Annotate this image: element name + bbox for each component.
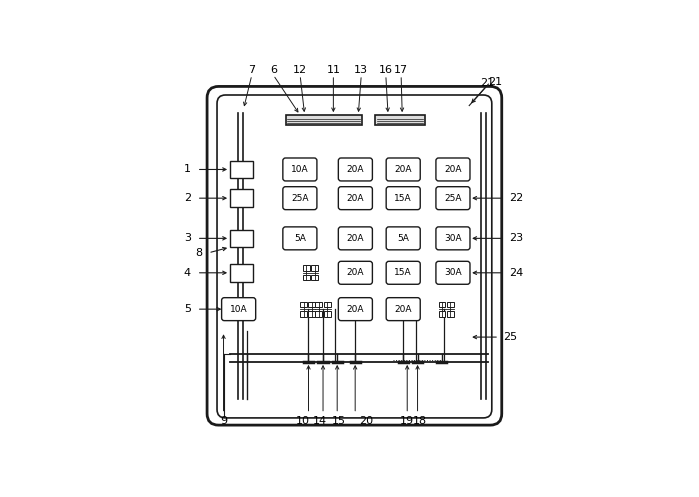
Text: 11: 11 <box>326 65 340 76</box>
Text: 20A: 20A <box>394 305 412 314</box>
Bar <box>324 311 331 317</box>
Bar <box>447 311 454 317</box>
FancyBboxPatch shape <box>386 227 420 250</box>
FancyBboxPatch shape <box>436 187 470 210</box>
FancyBboxPatch shape <box>338 298 373 321</box>
Bar <box>438 311 445 317</box>
Text: 5A: 5A <box>397 234 409 243</box>
Bar <box>230 189 253 207</box>
Text: 15A: 15A <box>394 268 412 277</box>
Bar <box>311 275 318 280</box>
Bar <box>300 311 307 317</box>
FancyBboxPatch shape <box>386 187 420 210</box>
Text: 21: 21 <box>480 78 495 87</box>
FancyBboxPatch shape <box>386 158 420 181</box>
Bar <box>303 265 310 271</box>
Text: 4: 4 <box>184 268 191 278</box>
FancyBboxPatch shape <box>222 298 256 321</box>
FancyBboxPatch shape <box>436 158 470 181</box>
Text: 21: 21 <box>489 77 503 87</box>
FancyBboxPatch shape <box>338 158 373 181</box>
Text: 8: 8 <box>195 248 203 258</box>
Text: 10: 10 <box>296 416 310 426</box>
Text: 12: 12 <box>293 65 307 76</box>
Text: 30A: 30A <box>444 268 462 277</box>
Text: 20: 20 <box>359 416 373 426</box>
Text: 5A: 5A <box>294 234 306 243</box>
Bar <box>230 230 253 247</box>
Text: 3: 3 <box>184 234 191 244</box>
Text: 25A: 25A <box>444 194 462 203</box>
Text: 10A: 10A <box>230 305 247 314</box>
Bar <box>308 302 315 307</box>
FancyBboxPatch shape <box>283 227 317 250</box>
Text: 25A: 25A <box>291 194 309 203</box>
Text: 16: 16 <box>379 65 393 76</box>
Text: 5: 5 <box>184 304 191 314</box>
Bar <box>315 302 322 307</box>
Text: 9: 9 <box>220 416 227 426</box>
FancyBboxPatch shape <box>338 187 373 210</box>
Text: 22: 22 <box>509 193 523 203</box>
Bar <box>285 115 362 125</box>
Text: 15A: 15A <box>394 194 412 203</box>
FancyBboxPatch shape <box>338 261 373 284</box>
Bar <box>315 311 322 317</box>
FancyBboxPatch shape <box>386 261 420 284</box>
Bar <box>311 265 318 271</box>
Text: 13: 13 <box>354 65 368 76</box>
Bar <box>324 302 331 307</box>
Bar <box>230 264 253 282</box>
Text: 30A: 30A <box>444 234 462 243</box>
Text: 7: 7 <box>248 65 255 76</box>
Bar <box>308 311 315 317</box>
Text: 6: 6 <box>270 65 277 76</box>
Text: 20A: 20A <box>347 165 364 174</box>
Text: 19: 19 <box>400 416 415 426</box>
Text: 18: 18 <box>413 416 427 426</box>
Text: 25: 25 <box>503 332 517 342</box>
Text: 20A: 20A <box>347 305 364 314</box>
Bar <box>303 275 310 280</box>
Text: 20A: 20A <box>347 268 364 277</box>
Text: 1: 1 <box>184 165 191 174</box>
Text: 23: 23 <box>509 234 523 244</box>
FancyBboxPatch shape <box>283 158 317 181</box>
Text: 15: 15 <box>331 416 345 426</box>
FancyBboxPatch shape <box>386 298 420 321</box>
Text: 20A: 20A <box>347 194 364 203</box>
Bar <box>300 302 307 307</box>
Bar <box>447 302 454 307</box>
Bar <box>375 115 425 125</box>
FancyBboxPatch shape <box>207 86 502 425</box>
Text: 20A: 20A <box>394 165 412 174</box>
FancyBboxPatch shape <box>338 227 373 250</box>
Text: 20A: 20A <box>444 165 462 174</box>
FancyBboxPatch shape <box>436 261 470 284</box>
FancyBboxPatch shape <box>283 187 317 210</box>
Bar <box>438 302 445 307</box>
Text: 20A: 20A <box>347 234 364 243</box>
Text: 14: 14 <box>313 416 327 426</box>
Text: 17: 17 <box>394 65 408 76</box>
Text: 24: 24 <box>509 268 523 278</box>
Text: 2: 2 <box>184 193 191 203</box>
Bar <box>230 161 253 178</box>
FancyBboxPatch shape <box>436 227 470 250</box>
Text: 10A: 10A <box>291 165 309 174</box>
